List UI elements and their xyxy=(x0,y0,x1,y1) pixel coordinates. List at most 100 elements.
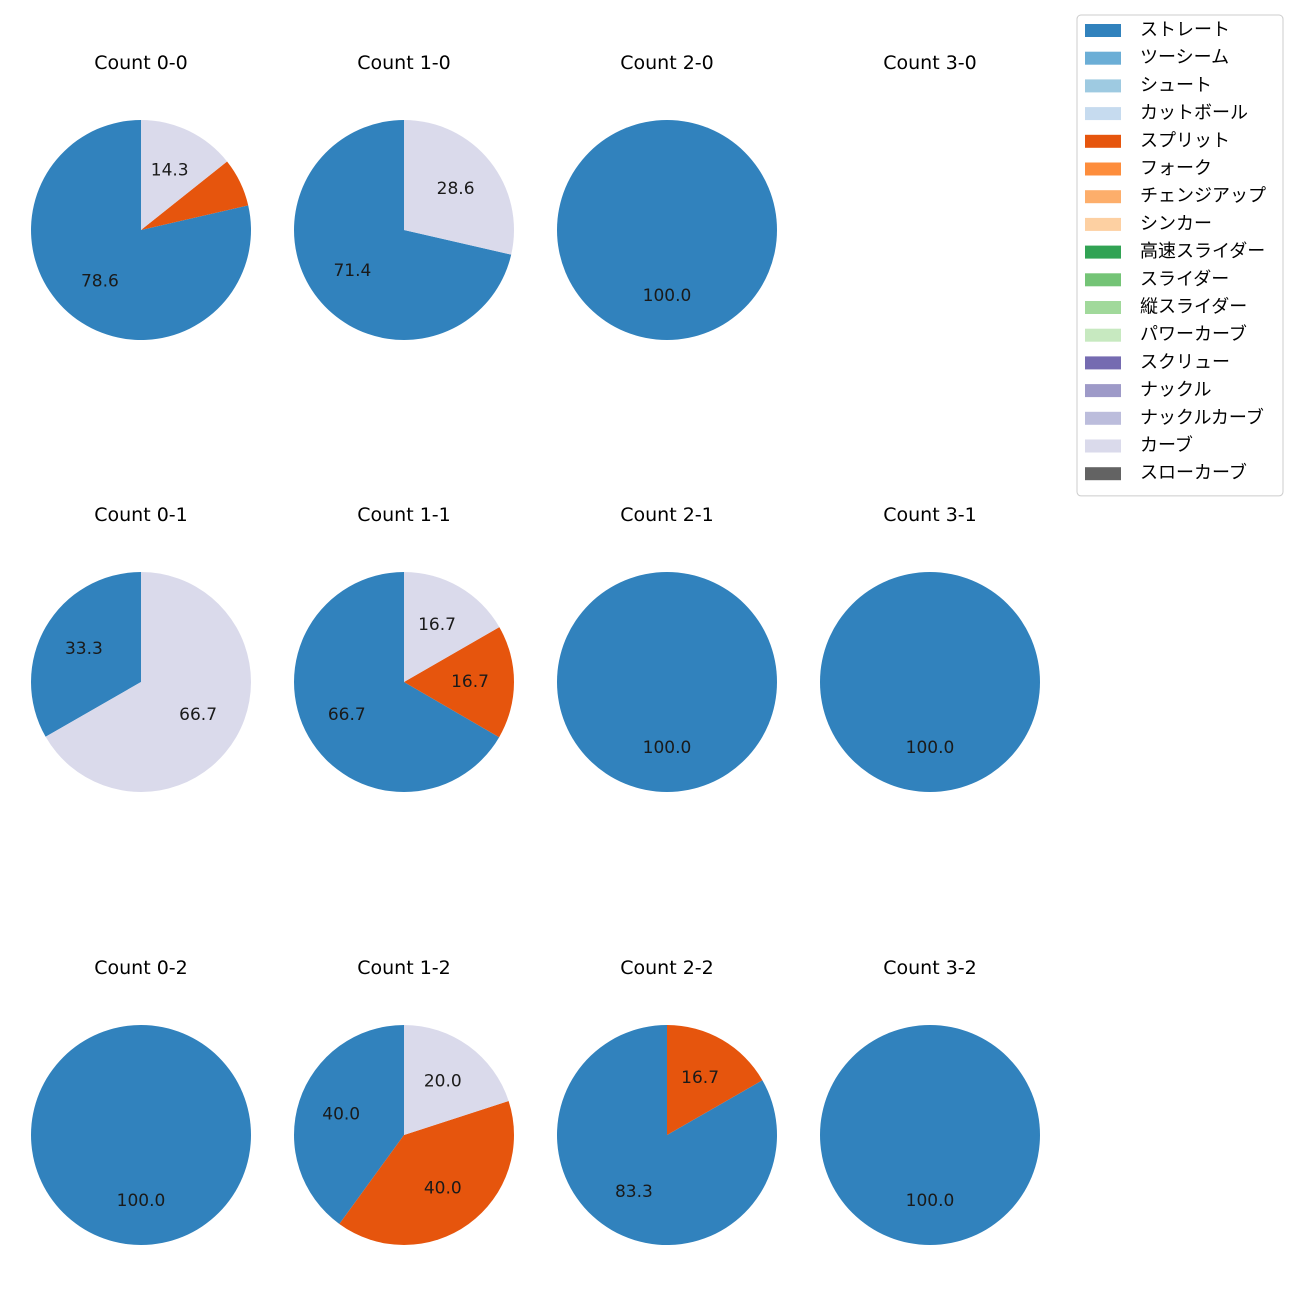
pie-slice xyxy=(294,120,512,340)
pie-slice xyxy=(31,120,252,340)
legend-swatch xyxy=(1085,301,1121,314)
pie-slice-label: 100.0 xyxy=(643,738,692,758)
pie-slice-label: 20.0 xyxy=(424,1072,462,1092)
legend-label: 高速スライダー xyxy=(1140,241,1265,262)
pie-slice xyxy=(820,1025,1040,1245)
pie-title: Count 3-0 xyxy=(883,52,977,74)
pie-count-0-0: Count 0-0 78.6 14.3 xyxy=(31,52,252,340)
legend-label: ナックルカーブ xyxy=(1140,406,1264,428)
pie-slice xyxy=(557,120,777,340)
pie-slice-label: 100.0 xyxy=(117,1191,166,1211)
pie-title: Count 0-2 xyxy=(94,957,188,979)
pie-title: Count 1-2 xyxy=(357,957,451,979)
pie-count-0-2: Count 0-2 100.0 xyxy=(31,957,251,1245)
pie-slice xyxy=(31,1025,251,1245)
pie-slice xyxy=(404,1025,509,1135)
legend-swatch xyxy=(1085,328,1121,342)
pie-title: Count 1-1 xyxy=(357,504,451,526)
legend-label: ツーシーム xyxy=(1140,47,1229,68)
legend-label: カットボール xyxy=(1140,103,1248,124)
pie-count-3-0: Count 3-0 xyxy=(883,52,977,74)
legend-swatch xyxy=(1085,107,1121,121)
legend-swatch xyxy=(1085,134,1121,148)
legend-swatch xyxy=(1085,384,1121,398)
pie-count-0-1: Count 0-1 33.3 66.7 xyxy=(30,504,251,792)
pie-count-1-1: Count 1-1 66.7 16.7 16.7 xyxy=(294,504,515,792)
legend: ストレートツーシームシュートカットボールスプリットフォークチェンジアップシンカー… xyxy=(1076,14,1284,497)
legend-swatch xyxy=(1085,51,1121,65)
legend-swatch xyxy=(1085,273,1121,287)
pie-slice-label: 33.3 xyxy=(65,639,103,659)
legend-label: スローカーブ xyxy=(1140,462,1247,484)
legend-frame xyxy=(1076,14,1284,497)
pie-slice xyxy=(557,1025,778,1246)
pie-slice xyxy=(141,161,249,230)
legend-label: フォーク xyxy=(1140,158,1212,179)
pie-slice-label: 78.6 xyxy=(81,272,119,292)
legend-label: シュート xyxy=(1140,75,1212,96)
legend-swatch xyxy=(1085,467,1121,481)
pie-slice-label: 28.6 xyxy=(437,179,475,199)
pie-count-3-2: Count 3-2 100.0 xyxy=(820,957,1040,1245)
pie-title: Count 2-0 xyxy=(620,52,714,74)
pie-slice-label: 66.7 xyxy=(328,705,366,725)
pie-slice xyxy=(404,627,515,738)
pie-slice-label: 100.0 xyxy=(906,738,955,758)
legend-label: ナックル xyxy=(1140,380,1211,401)
pie-title: Count 2-1 xyxy=(620,504,714,526)
legend-swatch xyxy=(1085,24,1121,37)
pie-slice xyxy=(30,572,142,737)
pie-slice xyxy=(45,572,251,792)
legend-swatch xyxy=(1085,411,1121,425)
pie-slice-label: 100.0 xyxy=(643,286,692,306)
pie-slice-label: 14.3 xyxy=(151,161,189,181)
pie-slice-label: 71.4 xyxy=(333,261,371,281)
pie-slice-label: 16.7 xyxy=(681,1068,719,1088)
pie-count-3-1: Count 3-1 100.0 xyxy=(820,504,1040,792)
pie-title: Count 2-2 xyxy=(620,957,714,979)
pie-slice xyxy=(293,1025,404,1224)
legend-swatch xyxy=(1085,217,1121,231)
pie-count-2-1: Count 2-1 100.0 xyxy=(557,504,777,792)
pie-slice xyxy=(557,572,777,792)
legend-label: カーブ xyxy=(1140,434,1193,456)
pie-slice xyxy=(404,119,515,255)
legend-label: シンカー xyxy=(1140,213,1212,234)
pie-count-2-0: Count 2-0 100.0 xyxy=(557,52,777,340)
pie-slice-label: 100.0 xyxy=(906,1191,955,1211)
legend-swatch xyxy=(1085,162,1121,176)
pie-title: Count 3-2 xyxy=(883,957,977,979)
pie-title: Count 0-0 xyxy=(94,52,188,74)
pie-slice-label: 66.7 xyxy=(179,705,217,725)
legend-swatch xyxy=(1085,356,1121,370)
pie-slice xyxy=(820,572,1040,792)
legend-label: パワーカーブ xyxy=(1140,323,1247,345)
legend-label: 縦スライダー xyxy=(1140,297,1247,318)
legend-swatch xyxy=(1085,439,1121,453)
pie-slice xyxy=(339,1101,515,1246)
pie-slice xyxy=(404,572,500,682)
pie-title: Count 0-1 xyxy=(94,504,188,526)
pie-slice xyxy=(294,572,500,792)
pie-title: Count 1-0 xyxy=(357,52,451,74)
pie-slice-label: 16.7 xyxy=(418,615,456,635)
pie-count-1-2: Count 1-2 40.0 40.0 20.0 xyxy=(293,957,515,1246)
pie-slice-label: 40.0 xyxy=(424,1178,462,1198)
legend-label: チェンジアップ xyxy=(1140,186,1266,207)
pie-slice-label: 40.0 xyxy=(322,1105,360,1125)
pie-title: Count 3-1 xyxy=(883,504,977,526)
pie-count-2-2: Count 2-2 83.3 16.7 xyxy=(557,957,778,1246)
pie-slice-label: 83.3 xyxy=(615,1182,653,1202)
pie-slice xyxy=(141,119,228,230)
pie-slice-label: 16.7 xyxy=(451,672,489,692)
pie-count-1-0: Count 1-0 71.4 28.6 xyxy=(294,52,515,340)
legend-label: スプリット xyxy=(1140,130,1230,151)
legend-swatch xyxy=(1085,245,1121,259)
legend-label: スクリュー xyxy=(1140,352,1230,373)
pie-slice xyxy=(667,1025,763,1135)
legend-label: スライダー xyxy=(1140,269,1229,290)
legend-swatch xyxy=(1085,79,1121,93)
legend-swatch xyxy=(1085,190,1121,204)
